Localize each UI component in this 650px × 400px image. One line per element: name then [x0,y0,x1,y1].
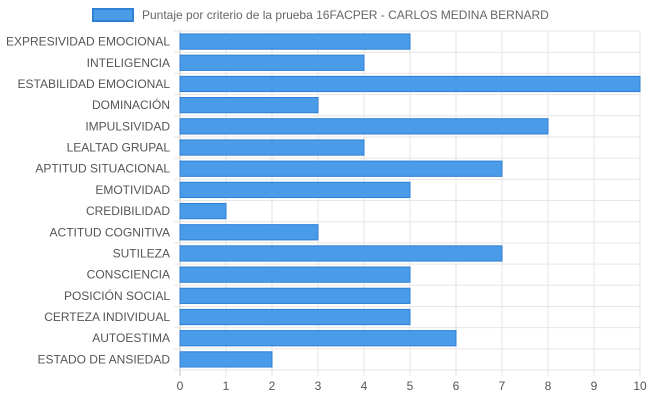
legend-swatch [92,8,134,22]
x-tick-label: 6 [453,379,460,393]
category-label: POSICIÓN SOCIAL [64,288,170,303]
legend-label: Puntaje por criterio de la prueba 16FACP… [142,8,549,22]
bar[interactable] [179,308,411,326]
category-label: AUTOESTIMA [92,331,170,345]
bar[interactable] [179,75,641,93]
category-label: ESTABILIDAD EMOCIONAL [18,77,171,91]
bar[interactable] [179,266,411,283]
x-tick-label: 8 [545,379,552,393]
bar[interactable] [179,245,503,262]
bar[interactable] [179,97,319,114]
bar[interactable] [179,351,273,368]
bar[interactable] [179,202,227,220]
x-tick-label: 2 [269,379,276,393]
category-label: LEALTAD GRUPAL [67,141,171,155]
category-label: ACTITUD COGNITIVA [50,225,170,239]
x-tick-label: 7 [499,379,506,393]
category-label: ESTADO DE ANSIEDAD [38,352,171,366]
x-tick-label: 10 [633,379,647,393]
category-label: SUTILEZA [113,246,170,260]
x-tick-label: 5 [407,379,414,393]
x-tick-label: 9 [591,379,598,393]
x-tick-label: 0 [177,379,184,393]
x-tick-label: 1 [223,379,230,393]
category-label: EXPRESIVIDAD EMOCIONAL [6,35,170,49]
bar[interactable] [179,139,365,156]
bar[interactable] [179,54,365,71]
category-label: INTELIGENCIA [87,56,170,70]
bar[interactable] [179,224,319,241]
chart-legend[interactable]: Puntaje por criterio de la prueba 16FACP… [92,6,549,24]
bar[interactable] [179,33,411,50]
bar[interactable] [179,118,549,135]
category-label: DOMINACIÓN [92,97,170,112]
x-tick-label: 4 [361,379,368,393]
category-label: CERTEZA INDIVIDUAL [44,310,170,324]
category-label: EMOTIVIDAD [95,183,170,197]
category-label: APTITUD SITUACIONAL [35,162,170,176]
category-label: IMPULSIVIDAD [85,119,170,133]
bar[interactable] [179,160,503,177]
x-tick-label: 3 [315,379,322,393]
bar[interactable] [179,330,457,347]
bar[interactable] [179,287,411,304]
category-label: CONSCIENCIA [87,268,170,282]
category-label: CREDIBILIDAD [86,204,170,218]
bar[interactable] [179,181,411,199]
